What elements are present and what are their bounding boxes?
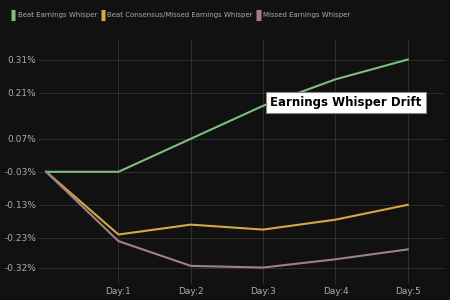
Legend: Beat Earnings Whisper, Beat Consensus/Missed Earnings Whisper, Missed Earnings W: Beat Earnings Whisper, Beat Consensus/Mi… <box>10 11 351 19</box>
Text: Earnings Whisper Drift: Earnings Whisper Drift <box>270 96 422 109</box>
